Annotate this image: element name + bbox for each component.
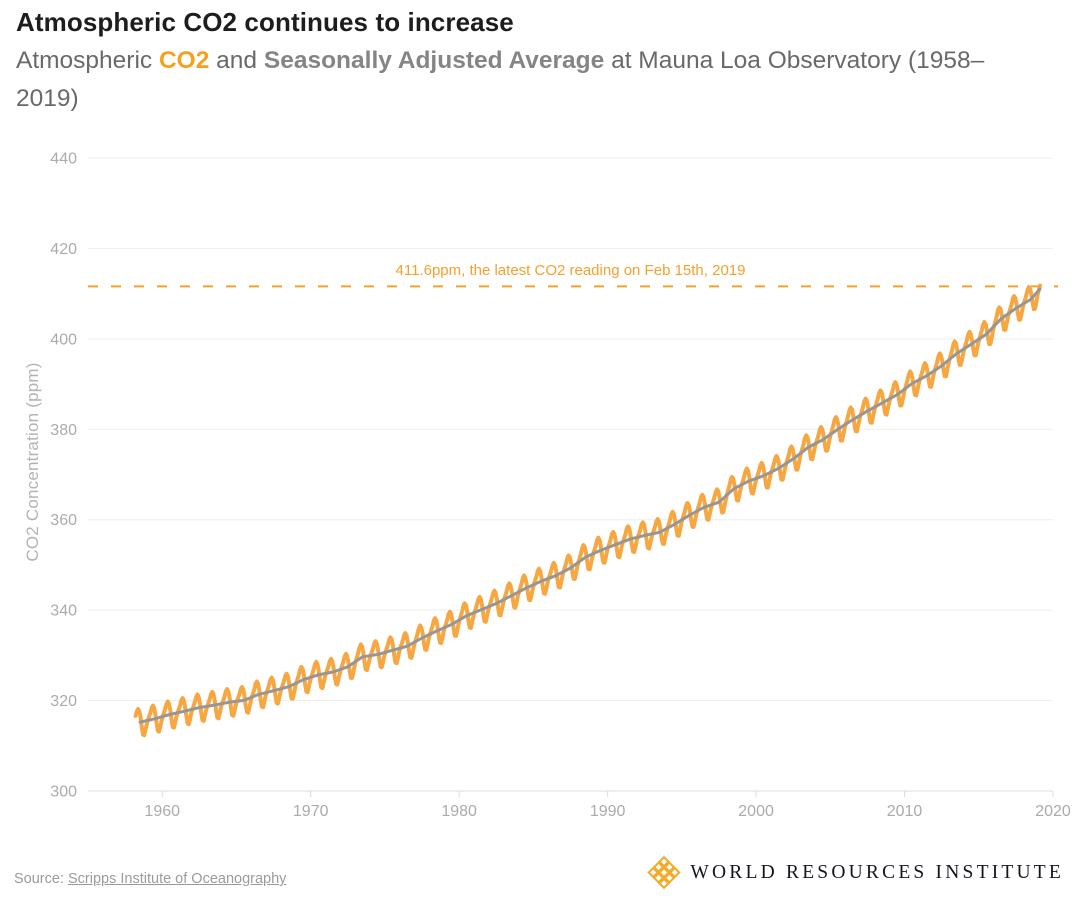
x-tick-label: 1970 <box>293 803 329 820</box>
threshold-annotation: 411.6ppm, the latest CO2 reading on Feb … <box>395 262 746 280</box>
chart-title: Atmospheric CO2 continues to increase <box>16 7 514 37</box>
wri-logo-text: WORLD RESOURCES INSTITUTE <box>690 861 1064 883</box>
y-tick-label: 320 <box>50 693 77 710</box>
seasonally-adjusted-line <box>138 287 1042 724</box>
co2-line-chart: 300 320 340 360 380 400 420 440 1960 1970 1980 1990… <box>50 151 1071 821</box>
subtitle-mid: and <box>209 47 264 74</box>
subtitle-co2-series-label: CO2 <box>158 47 210 74</box>
y-tick-label: 380 <box>50 422 77 439</box>
y-tick-label: 440 <box>50 151 77 168</box>
subtitle-adjusted-series-label: Seasonally Adjusted Average <box>263 47 605 74</box>
wri-weave-icon <box>647 855 682 890</box>
x-tick-label: 2010 <box>887 803 923 820</box>
subtitle-post: at Mauna Loa Observatory (1958–2019) <box>16 47 985 112</box>
source-credit: Source: Scripps Institute of Oceanograph… <box>14 871 286 887</box>
wri-logo[interactable]: WORLD RESOURCES INSTITUTE <box>647 854 1064 891</box>
source-label: Source: <box>14 871 68 887</box>
y-tick-label: 340 <box>50 603 77 620</box>
chart-header: Atmospheric CO2 continues to increase At… <box>16 6 1064 118</box>
y-tick-label: 420 <box>50 241 77 258</box>
y-tick-label: 360 <box>50 512 77 529</box>
x-tick-label: 1960 <box>144 803 180 820</box>
y-tick-label: 400 <box>50 331 77 348</box>
source-link[interactable]: Scripps Institute of Oceanography <box>68 871 287 887</box>
x-tick-label: 2020 <box>1035 803 1071 820</box>
x-tick-label: 1990 <box>590 803 626 820</box>
subtitle-pre: Atmospheric <box>16 47 159 74</box>
y-tick-label: 300 <box>50 784 77 801</box>
x-tick-label: 1980 <box>441 803 477 820</box>
co2-monthly-line <box>133 283 1042 738</box>
chart-subtitle: Atmospheric CO2 and Seasonally Adjusted … <box>16 42 1026 118</box>
x-tick-label: 2000 <box>738 803 774 820</box>
